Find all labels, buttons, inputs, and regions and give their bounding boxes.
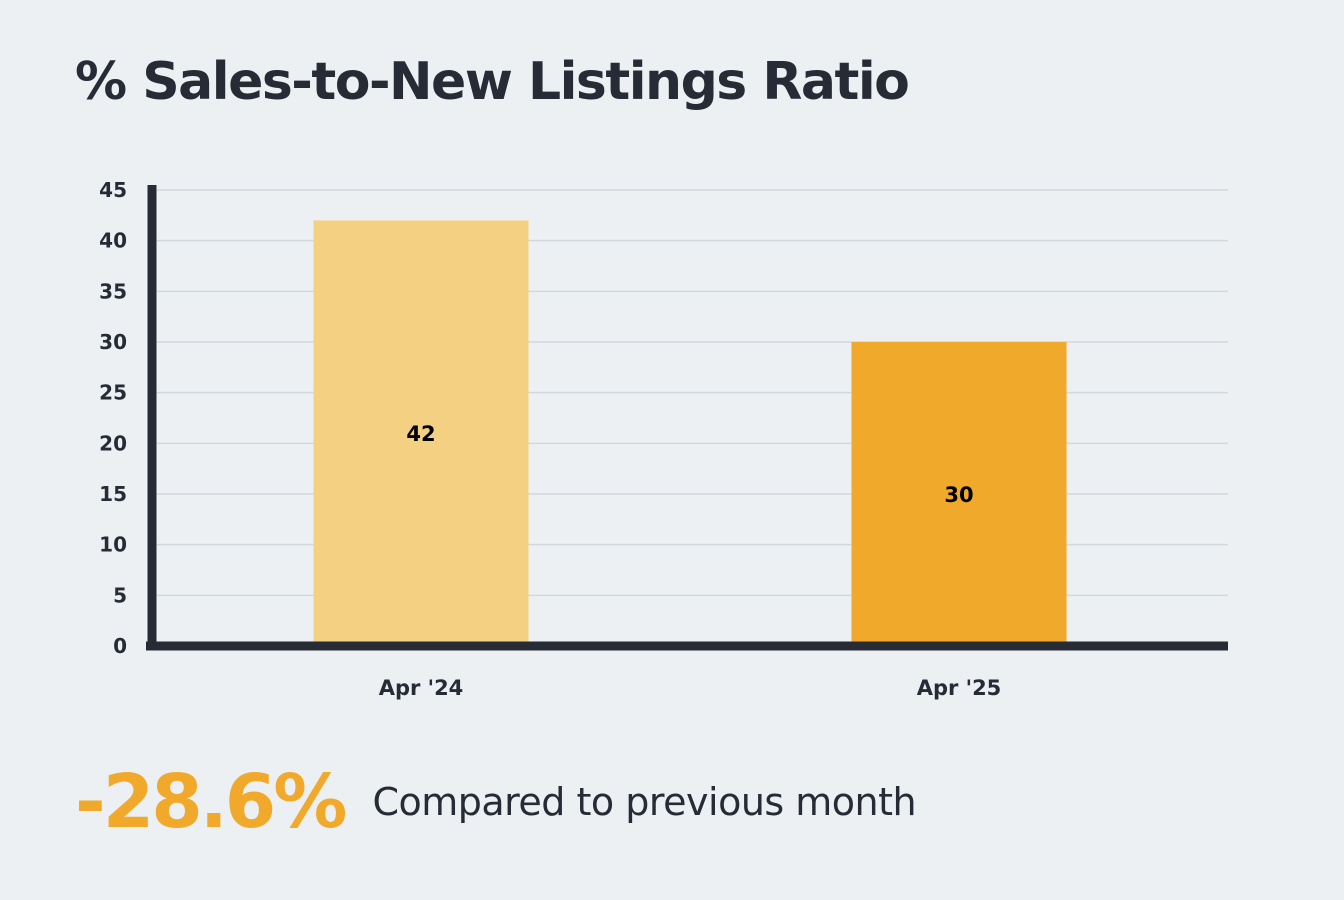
y-tick-label: 20 bbox=[99, 431, 127, 455]
y-tick-label: 15 bbox=[99, 482, 127, 506]
bar bbox=[313, 220, 529, 646]
bar-value-label: 30 bbox=[944, 483, 973, 507]
y-tick-label: 25 bbox=[99, 381, 127, 405]
bar-value-label: 42 bbox=[406, 422, 435, 446]
y-tick-label: 10 bbox=[99, 533, 127, 557]
summary: -28.6% Compared to previous month bbox=[75, 759, 917, 845]
change-caption: Compared to previous month bbox=[372, 780, 917, 824]
change-percentage: -28.6% bbox=[75, 759, 347, 845]
bar-chart: 0 5 10 15 20 25 30 35 40 45 42 Apr '24 30 Apr '25 bbox=[99, 178, 1228, 700]
bar bbox=[851, 342, 1067, 646]
y-tick-label: 45 bbox=[99, 178, 127, 202]
y-tick-label: 35 bbox=[99, 279, 127, 303]
y-tick-label: 0 bbox=[113, 634, 127, 658]
y-tick-label: 40 bbox=[99, 229, 127, 253]
chart-title: % Sales-to-New Listings Ratio bbox=[75, 52, 910, 112]
x-tick-label: Apr '25 bbox=[917, 676, 1002, 700]
y-tick-label: 30 bbox=[99, 330, 127, 354]
y-tick-label: 5 bbox=[113, 583, 127, 607]
x-tick-label: Apr '24 bbox=[379, 676, 464, 700]
